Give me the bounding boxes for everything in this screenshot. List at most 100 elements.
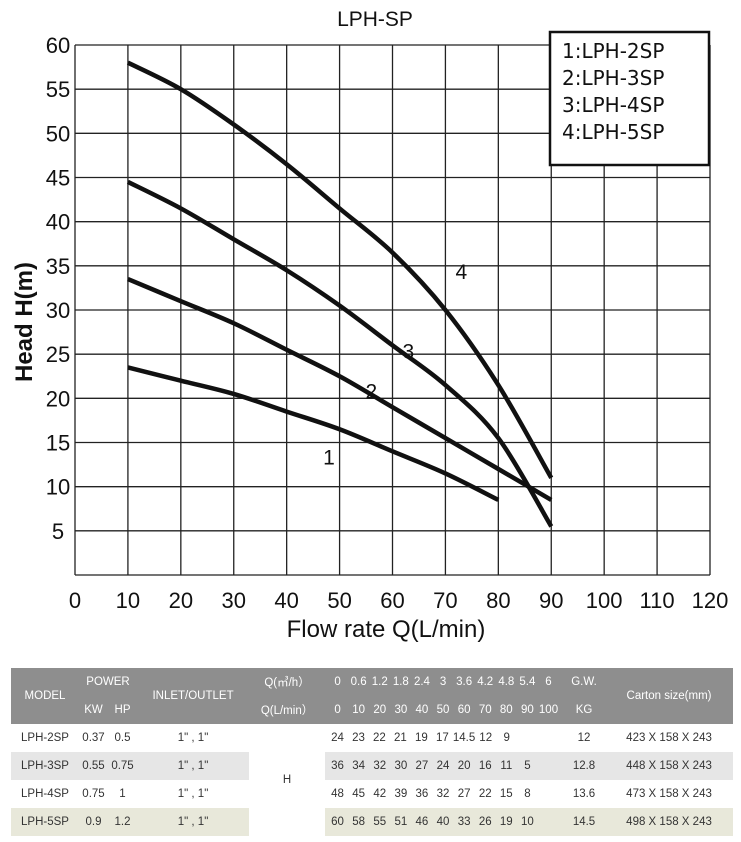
series-line-3 — [126, 179, 554, 528]
head-values: 36 34 32 30 27 24 20 16 11 5 — [325, 752, 564, 780]
y-tick-label: 20 — [46, 386, 70, 411]
value-cell: 60 — [457, 704, 471, 716]
value-cell: 5.4 — [519, 676, 536, 688]
power-header: POWER — [79, 668, 138, 696]
model-header: MODEL — [11, 668, 79, 724]
kg-header: KG — [563, 696, 606, 724]
x-tick-label: 70 — [433, 588, 457, 613]
carton-cell: 448 X 158 X 243 — [605, 752, 734, 780]
series-line-2 — [127, 277, 553, 502]
gw-cell: 14.5 — [563, 808, 606, 836]
inlet-header: INLET/OUTLET — [137, 668, 250, 724]
kw-cell: 0.37 — [79, 724, 108, 752]
value-cell: 90 — [521, 704, 534, 716]
value-cell: 100 — [538, 704, 559, 716]
value-cell: 40 — [415, 704, 429, 716]
inlet-cell: 1" , 1" — [137, 808, 250, 836]
value-cell: 17 — [435, 732, 449, 744]
curve-label-1: 1 — [323, 447, 335, 470]
x-tick-label: 80 — [486, 588, 510, 613]
y-axis-label: Head H(m) — [11, 262, 38, 382]
x-tick-label: 20 — [169, 588, 193, 613]
value-cell — [538, 788, 559, 800]
x-tick-label: 0 — [69, 588, 81, 613]
carton-cell: 498 X 158 X 243 — [605, 808, 734, 836]
hp-cell: 1.2 — [108, 808, 138, 836]
gw-cell: 12 — [563, 724, 606, 752]
value-cell: 0.6 — [350, 676, 367, 688]
value-cell: 22 — [478, 788, 492, 800]
value-cell: 46 — [415, 816, 429, 828]
value-cell: 36 — [415, 788, 429, 800]
value-cell: 55 — [373, 816, 387, 828]
carton-cell: 473 X 158 X 243 — [605, 780, 734, 808]
x-tick-label: 40 — [274, 588, 298, 613]
legend-item-4: 4:LPH-5SP — [562, 120, 664, 144]
table-row: LPH-4SP 0.75 1 1" , 1" 48 45 42 39 36 32 27 22 1… — [11, 780, 734, 808]
value-cell: 10 — [521, 816, 534, 828]
model-cell: LPH-4SP — [11, 780, 79, 808]
value-cell: 9 — [503, 732, 510, 744]
x-tick-labels: 0 10 20 30 40 50 60 70 80 90 100 110 120 — [69, 588, 728, 613]
value-cell: 40 — [436, 816, 450, 828]
x-tick-label: 120 — [692, 588, 729, 613]
value-cell: 58 — [352, 816, 366, 828]
carton-header: Carton size(mm) — [605, 668, 734, 724]
legend-item-3: 3:LPH-4SP — [562, 93, 664, 117]
value-cell: 16 — [478, 760, 492, 772]
value-cell: 27 — [457, 788, 471, 800]
table-row: LPH-5SP 0.9 1.2 1" , 1" 60 58 55 51 46 40 33 26… — [11, 808, 734, 836]
y-tick-label: 30 — [46, 298, 70, 323]
legend-box — [548, 30, 711, 167]
y-tick-label: 15 — [46, 431, 70, 456]
value-cell: 4.8 — [498, 676, 515, 688]
y-tick-label: 35 — [46, 254, 70, 279]
hp-cell: 1 — [108, 780, 138, 808]
value-cell: 0 — [334, 676, 341, 688]
x-tick-label: 10 — [116, 588, 140, 613]
x-axis-label: Flow rate Q(L/min) — [287, 616, 486, 643]
value-cell: 0 — [334, 704, 341, 716]
curve-label-3: 3 — [403, 341, 415, 364]
y-tick-label: 50 — [46, 121, 70, 146]
model-cell: LPH-2SP — [11, 724, 79, 752]
value-cell: 19 — [499, 816, 513, 828]
curve-label-4: 4 — [455, 261, 467, 284]
value-cell — [538, 760, 559, 772]
head-values: 48 45 42 39 36 32 27 22 15 8 — [325, 780, 564, 808]
y-tick-label: 55 — [46, 77, 70, 102]
x-tick-label: 30 — [222, 588, 246, 613]
inlet-cell: 1" , 1" — [137, 752, 250, 780]
value-cell: 80 — [499, 704, 513, 716]
value-cell: 8 — [524, 788, 531, 800]
x-tick-label: 90 — [539, 588, 563, 613]
value-cell: 3.6 — [456, 676, 473, 688]
y-tick-label: 5 — [52, 519, 64, 544]
x-tick-label: 50 — [327, 588, 351, 613]
value-cell: 22 — [373, 732, 386, 744]
x-tick-label: 100 — [586, 588, 623, 613]
value-cell: 33 — [457, 816, 471, 828]
value-cell: 4.2 — [477, 676, 494, 688]
value-cell: 45 — [352, 788, 366, 800]
value-cell: 50 — [436, 704, 450, 716]
value-cell: 15 — [499, 788, 513, 800]
value-cell: 21 — [394, 732, 407, 744]
hp-header: HP — [108, 696, 138, 724]
inlet-cell: 1" , 1" — [137, 780, 250, 808]
value-cell: 39 — [394, 788, 408, 800]
h-label: H — [249, 724, 326, 836]
value-cell: 10 — [352, 704, 366, 716]
value-cell: 30 — [394, 704, 408, 716]
model-cell: LPH-3SP — [11, 752, 79, 780]
value-cell: 36 — [331, 760, 344, 772]
value-cell: 42 — [373, 788, 387, 800]
q-lmin-header: Q(L/min） — [249, 696, 326, 724]
legend-item-2: 2:LPH-3SP — [562, 66, 664, 90]
value-cell: 27 — [415, 760, 429, 772]
value-cell: 23 — [352, 732, 365, 744]
value-cell: 34 — [352, 760, 366, 772]
value-cell: 3 — [439, 676, 447, 688]
value-cell: 24 — [331, 732, 344, 744]
value-cell: 32 — [373, 760, 387, 772]
